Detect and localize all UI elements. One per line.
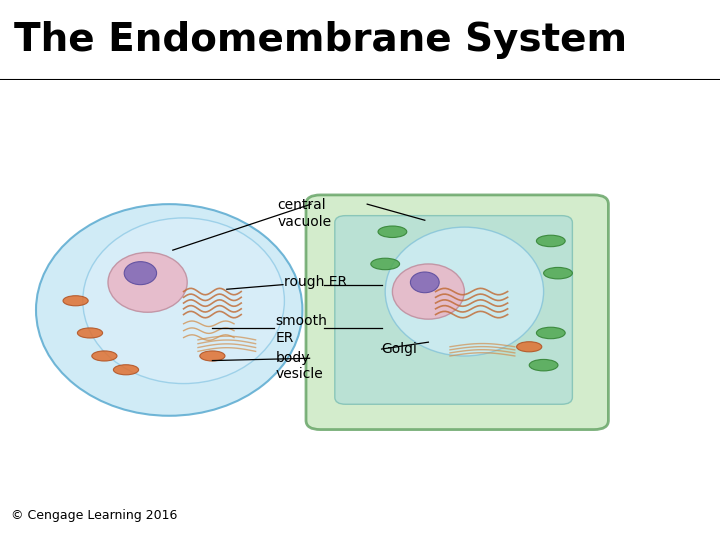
Ellipse shape xyxy=(378,226,407,238)
Text: ER: ER xyxy=(276,330,294,345)
Ellipse shape xyxy=(113,364,138,375)
FancyBboxPatch shape xyxy=(335,215,572,404)
Ellipse shape xyxy=(63,296,88,306)
Ellipse shape xyxy=(77,328,102,338)
Text: central
vacuole: central vacuole xyxy=(277,198,331,229)
Ellipse shape xyxy=(392,264,464,319)
Ellipse shape xyxy=(36,204,302,416)
Text: The Endomembrane System: The Endomembrane System xyxy=(14,21,628,59)
Ellipse shape xyxy=(371,258,400,269)
Ellipse shape xyxy=(410,272,439,293)
Ellipse shape xyxy=(108,252,187,312)
Text: body: body xyxy=(276,351,310,365)
Ellipse shape xyxy=(517,342,542,352)
Ellipse shape xyxy=(536,235,565,247)
Text: smooth: smooth xyxy=(276,314,328,328)
Ellipse shape xyxy=(91,351,117,361)
Ellipse shape xyxy=(385,227,544,356)
Ellipse shape xyxy=(83,218,284,383)
Text: Golgi: Golgi xyxy=(382,342,418,356)
FancyBboxPatch shape xyxy=(306,195,608,430)
Text: © Cengage Learning 2016: © Cengage Learning 2016 xyxy=(11,509,177,522)
Ellipse shape xyxy=(124,262,156,285)
Ellipse shape xyxy=(544,267,572,279)
Text: vesicle: vesicle xyxy=(276,367,323,381)
Ellipse shape xyxy=(529,360,558,371)
Text: rough ER: rough ER xyxy=(284,275,348,289)
Ellipse shape xyxy=(536,327,565,339)
Ellipse shape xyxy=(199,351,225,361)
